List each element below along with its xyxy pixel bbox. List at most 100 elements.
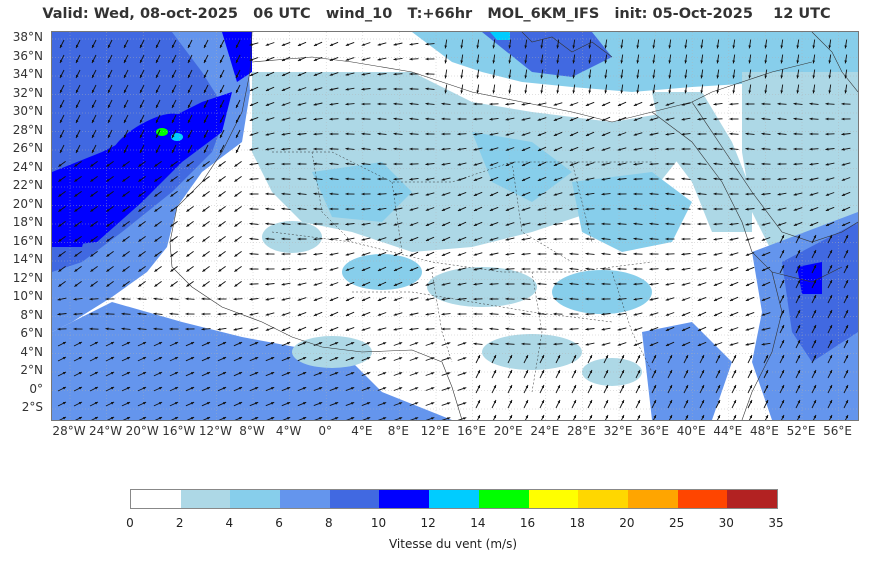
wind-arrow — [729, 117, 739, 121]
wind-arrow — [91, 129, 97, 139]
wind-arrow — [281, 326, 291, 332]
wind-arrow — [203, 114, 209, 124]
wind-arrow — [793, 147, 803, 151]
wind-arrow — [524, 54, 528, 64]
colorbar-tick-label: 2 — [175, 516, 184, 530]
wind-arrow — [489, 102, 499, 106]
wind-arrow — [619, 354, 625, 364]
wind-arrow — [186, 206, 194, 212]
wind-arrow — [409, 342, 419, 346]
wind-arrow — [441, 177, 451, 181]
wind-arrow — [171, 39, 177, 49]
wind-arrow — [761, 281, 771, 287]
wind-arrow — [585, 342, 595, 346]
wind-arrow — [155, 129, 161, 139]
wind-arrow — [828, 69, 832, 79]
wind-arrow — [233, 371, 243, 377]
wind-arrow — [649, 207, 659, 211]
colorbar-tick-label: 4 — [225, 516, 234, 530]
wind-arrow — [601, 327, 611, 331]
wind-arrow — [203, 69, 209, 79]
wind-arrow — [811, 399, 817, 409]
wind-arrow — [281, 237, 291, 241]
wind-arrow — [729, 162, 739, 166]
lon-label: 12°W — [198, 424, 232, 438]
wind-arrow — [219, 114, 225, 124]
wind-arrow — [57, 297, 67, 301]
wind-arrow — [361, 356, 371, 362]
wind-arrow — [684, 69, 688, 79]
wind-arrow — [665, 162, 675, 166]
wind-arrow — [521, 222, 531, 226]
wind-arrow — [313, 162, 323, 166]
wind-arrow — [457, 177, 467, 181]
wind-arrow — [633, 282, 643, 286]
wind-arrow — [649, 147, 659, 151]
wind-arrow — [521, 327, 531, 331]
wind-arrow — [809, 117, 819, 121]
wind-arrow — [170, 251, 178, 257]
wind-arrow — [329, 326, 339, 332]
wind-arrow — [713, 267, 723, 271]
wind-arrow — [169, 356, 179, 362]
wind-arrow — [393, 417, 403, 420]
wind-arrow — [155, 39, 161, 49]
wind-arrow — [841, 132, 851, 136]
wind-arrow — [633, 101, 643, 107]
wind-arrow — [393, 266, 403, 272]
wind-arrow — [795, 384, 801, 394]
wind-arrow — [668, 414, 673, 420]
wind-arrow — [492, 69, 496, 79]
wind-arrow — [636, 69, 640, 79]
wind-arrow — [153, 356, 163, 362]
wind-arrow — [106, 221, 114, 227]
wind-arrow — [444, 84, 448, 94]
wind-arrow — [281, 177, 291, 181]
wind-arrow — [505, 222, 515, 226]
lon-label: 24°E — [530, 424, 560, 438]
wind-arrow — [841, 221, 851, 227]
wind-arrow — [377, 312, 387, 316]
wind-arrow — [697, 147, 707, 151]
wind-arrow — [155, 69, 161, 79]
wind-arrow — [585, 146, 595, 152]
wind-arrow — [572, 69, 576, 79]
wind-arrow — [154, 176, 162, 182]
wind-arrow — [265, 132, 275, 136]
wind-arrow — [617, 267, 627, 271]
wind-arrow — [585, 282, 595, 286]
wind-arrow — [649, 341, 659, 347]
wind-arrow — [138, 221, 146, 227]
wind-arrow — [138, 266, 146, 272]
wind-arrow — [139, 39, 145, 49]
wind-arrow — [489, 312, 499, 316]
wind-arrow — [425, 72, 435, 76]
wind-arrow — [524, 84, 528, 94]
wind-arrow — [441, 117, 451, 121]
wind-arrow — [377, 102, 387, 106]
wind-arrow — [155, 84, 161, 94]
wind-arrow — [681, 192, 691, 196]
wind-arrow — [393, 402, 403, 406]
wind-arrow — [219, 84, 225, 94]
wind-arrow — [106, 161, 114, 167]
wind-arrow — [827, 399, 833, 409]
wind-arrow — [732, 84, 736, 94]
wind-arrow — [761, 207, 771, 211]
wind-arrow — [122, 221, 130, 227]
wind-arrow — [169, 312, 179, 316]
wind-arrow — [233, 386, 243, 392]
wind-arrow — [203, 39, 209, 49]
wind-arrow — [809, 221, 819, 227]
wind-arrow — [699, 369, 705, 379]
wind-arrow — [90, 191, 98, 197]
wind-arrow — [345, 87, 355, 91]
wind-arrow — [329, 371, 339, 377]
wind-arrow — [649, 326, 659, 332]
wind-arrow — [249, 116, 259, 122]
wind-arrow — [105, 356, 115, 362]
wind-arrow — [409, 297, 419, 301]
wind-arrow — [106, 176, 114, 182]
wind-arrow — [329, 386, 339, 392]
wind-arrow — [107, 54, 113, 64]
